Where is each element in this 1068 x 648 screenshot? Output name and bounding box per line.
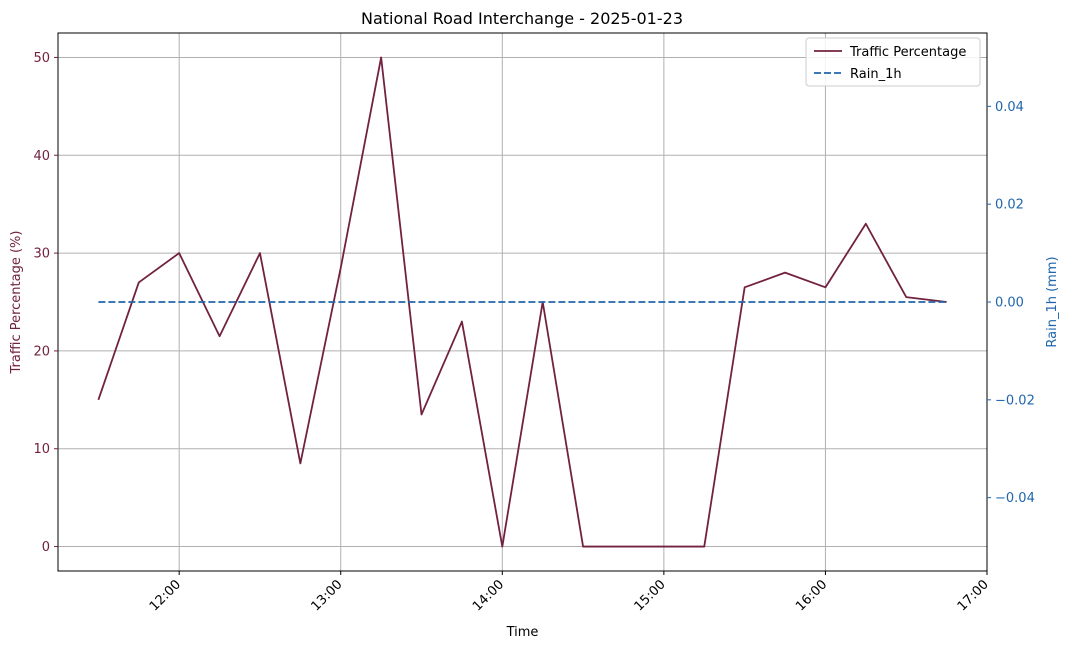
x-tick-label: 17:00	[955, 577, 992, 614]
legend-label: Traffic Percentage	[849, 45, 966, 60]
axes: 12:00 13:00 14:00 15:00 16:00 17:00 0 10 20 30 40 5…	[33, 51, 1034, 614]
x-axis-label: Time	[506, 625, 539, 640]
y-tick-label: 30	[33, 247, 50, 262]
y2-tick-label: 0.02	[995, 198, 1024, 213]
y2-tick-label: 0.00	[995, 296, 1024, 311]
x-tick-label: 12:00	[147, 577, 184, 614]
y-tick-label: 50	[33, 51, 50, 66]
y2-tick-label: −0.04	[995, 491, 1035, 506]
y2-tick-label: 0.04	[995, 100, 1024, 115]
y-tick-label: 40	[33, 149, 50, 164]
y-tick-label: 20	[33, 344, 50, 359]
legend-label: Rain_1h	[850, 67, 902, 82]
y-tick-label: 10	[33, 442, 50, 457]
series-line-traffic-percentage	[97, 56, 947, 548]
x-tick-label: 13:00	[308, 577, 345, 614]
x-tick-label: 16:00	[793, 577, 830, 614]
x-tick-label: 14:00	[470, 577, 507, 614]
y2-axis-label: Rain_1h (mm)	[1045, 256, 1060, 347]
x-tick-label: 15:00	[632, 577, 669, 614]
series-layer	[97, 56, 947, 548]
y2-tick-label: −0.02	[995, 393, 1035, 408]
legend-box	[805, 37, 981, 87]
y-tick-label: 0	[42, 540, 50, 555]
y-axis-label: Traffic Percentage (%)	[9, 231, 24, 375]
legend: Traffic Percentage Rain_1h	[805, 37, 981, 87]
chart-title: National Road Interchange - 2025-01-23	[361, 9, 683, 28]
